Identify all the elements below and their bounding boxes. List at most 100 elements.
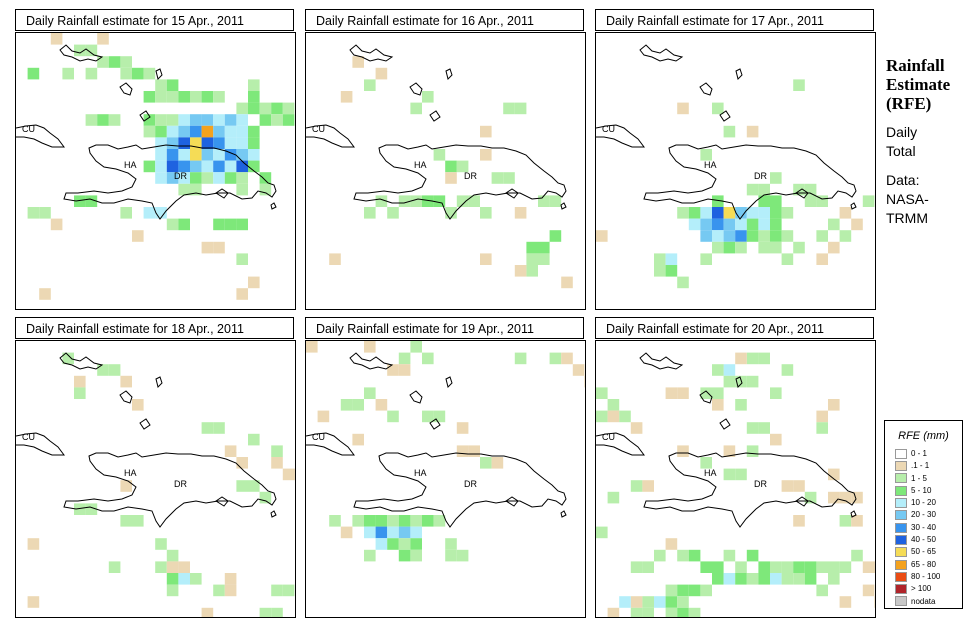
rainfall-cell	[804, 183, 817, 196]
map-label-ha: HA	[124, 160, 137, 170]
coastline-path	[59, 352, 104, 370]
rainfall-cell	[398, 352, 411, 365]
coastline-path	[349, 352, 394, 370]
rainfall-cell	[770, 172, 782, 184]
rainfall-cell	[178, 218, 190, 231]
rainfall-cell	[364, 526, 376, 539]
rainfall-cell	[248, 276, 260, 289]
rainfall-cell	[468, 445, 480, 457]
rainfall-cell	[816, 410, 828, 423]
legend-swatch	[895, 510, 907, 521]
rainfall-cell	[456, 195, 469, 207]
coastline-path	[445, 376, 453, 388]
rainfall-map: CU HA DR	[15, 340, 296, 618]
rainfall-cell	[456, 422, 469, 434]
rainfall-cell	[190, 172, 202, 184]
rainfall-cell	[236, 457, 248, 469]
rainfall-map: CU HA DR	[305, 32, 586, 310]
rainfall-cell	[375, 515, 388, 527]
rainfall-cell	[120, 515, 132, 527]
rainfall-cell	[143, 207, 156, 219]
legend-swatch	[895, 547, 907, 558]
rainfall-map: CU HA DR	[595, 340, 876, 618]
rainfall-cell	[248, 137, 260, 149]
legend-item: 65 - 80	[895, 559, 962, 571]
rainfall-cell	[364, 207, 376, 219]
rainfall-cell	[213, 172, 225, 184]
rainfall-cell	[607, 399, 620, 411]
coastline-path	[63, 144, 277, 220]
rainfall-cell	[665, 387, 678, 399]
panel-title: Daily Rainfall estimate for 15 Apr., 201…	[15, 9, 294, 31]
rainfall-cell	[514, 352, 527, 365]
rainfall-cell	[213, 218, 225, 231]
legend-item: 1 - 5	[895, 473, 962, 485]
rainfall-cell	[781, 207, 794, 219]
rainfall-cell	[190, 125, 202, 138]
coastline-path	[719, 418, 731, 430]
rainfall-cell	[839, 230, 852, 242]
coastline-path	[719, 110, 731, 122]
coastline-path	[735, 68, 743, 80]
rainfall-cell	[712, 207, 724, 219]
coastline-path	[560, 510, 567, 518]
rainfall-cell	[758, 195, 770, 207]
rainfall-cell	[781, 253, 794, 265]
rainfall-cell	[282, 102, 295, 115]
panel-title: Daily Rainfall estimate for 18 Apr., 201…	[15, 317, 294, 339]
rainfall-cell	[248, 433, 260, 446]
rainfall-cell	[770, 195, 782, 207]
rainfall-cell	[282, 468, 295, 481]
rainfall-cell	[712, 102, 724, 115]
coastline-path	[63, 452, 277, 528]
coastline-path	[155, 68, 163, 80]
rainfall-cell	[735, 399, 747, 411]
coastline-path	[643, 452, 857, 528]
rainfall-cell	[27, 596, 40, 608]
rainfall-cell	[236, 149, 248, 161]
rainfall-cell	[213, 160, 225, 173]
legend-item: 30 - 40	[895, 522, 962, 534]
legend-label: 20 - 30	[911, 510, 936, 520]
map-label-dr: DR	[754, 479, 767, 489]
rainfall-cell	[677, 596, 689, 608]
rainfall-cell	[410, 549, 422, 562]
rainfall-cell	[398, 195, 411, 207]
rainfall-cell	[549, 195, 562, 207]
rainfall-cell	[630, 422, 643, 434]
rainfall-cell	[213, 149, 225, 161]
rainfall-cell	[248, 160, 260, 173]
rainfall-cell	[108, 56, 121, 68]
rainfall-cell	[770, 433, 782, 446]
rainfall-cell	[723, 573, 736, 585]
rainfall-cell	[271, 607, 283, 617]
map-label-ha: HA	[124, 468, 137, 478]
rainfall-cell	[213, 137, 225, 149]
rainfall-cell	[723, 218, 736, 231]
legend-swatch	[895, 571, 907, 582]
rainfall-cell	[39, 288, 51, 300]
rainfall-cell	[700, 387, 712, 399]
coastline-path	[16, 432, 65, 456]
coastline-path	[215, 496, 229, 507]
rainfall-cell	[688, 607, 701, 617]
rainfall-cell	[236, 114, 248, 126]
legend-item: 0 - 1	[895, 448, 962, 460]
rainfall-cell	[758, 230, 770, 242]
rainfall-cell	[862, 561, 875, 573]
rainfall-cell	[688, 584, 701, 597]
rainfall-cell	[828, 468, 840, 481]
rainfall-cell	[201, 137, 214, 149]
rainfall-cell	[190, 160, 202, 173]
rainfall-cell	[688, 207, 701, 219]
rainfall-cell	[178, 561, 190, 573]
rainfall-cell	[387, 410, 399, 423]
rainfall-cell	[549, 230, 562, 242]
rainfall-cell	[851, 515, 863, 527]
rainfall-cell	[108, 561, 121, 573]
rainfall-cell	[712, 230, 724, 242]
coastline-path	[353, 452, 567, 528]
coastline-path	[699, 82, 713, 96]
rainfall-cell	[468, 195, 480, 207]
rainfall-cell	[677, 584, 689, 597]
